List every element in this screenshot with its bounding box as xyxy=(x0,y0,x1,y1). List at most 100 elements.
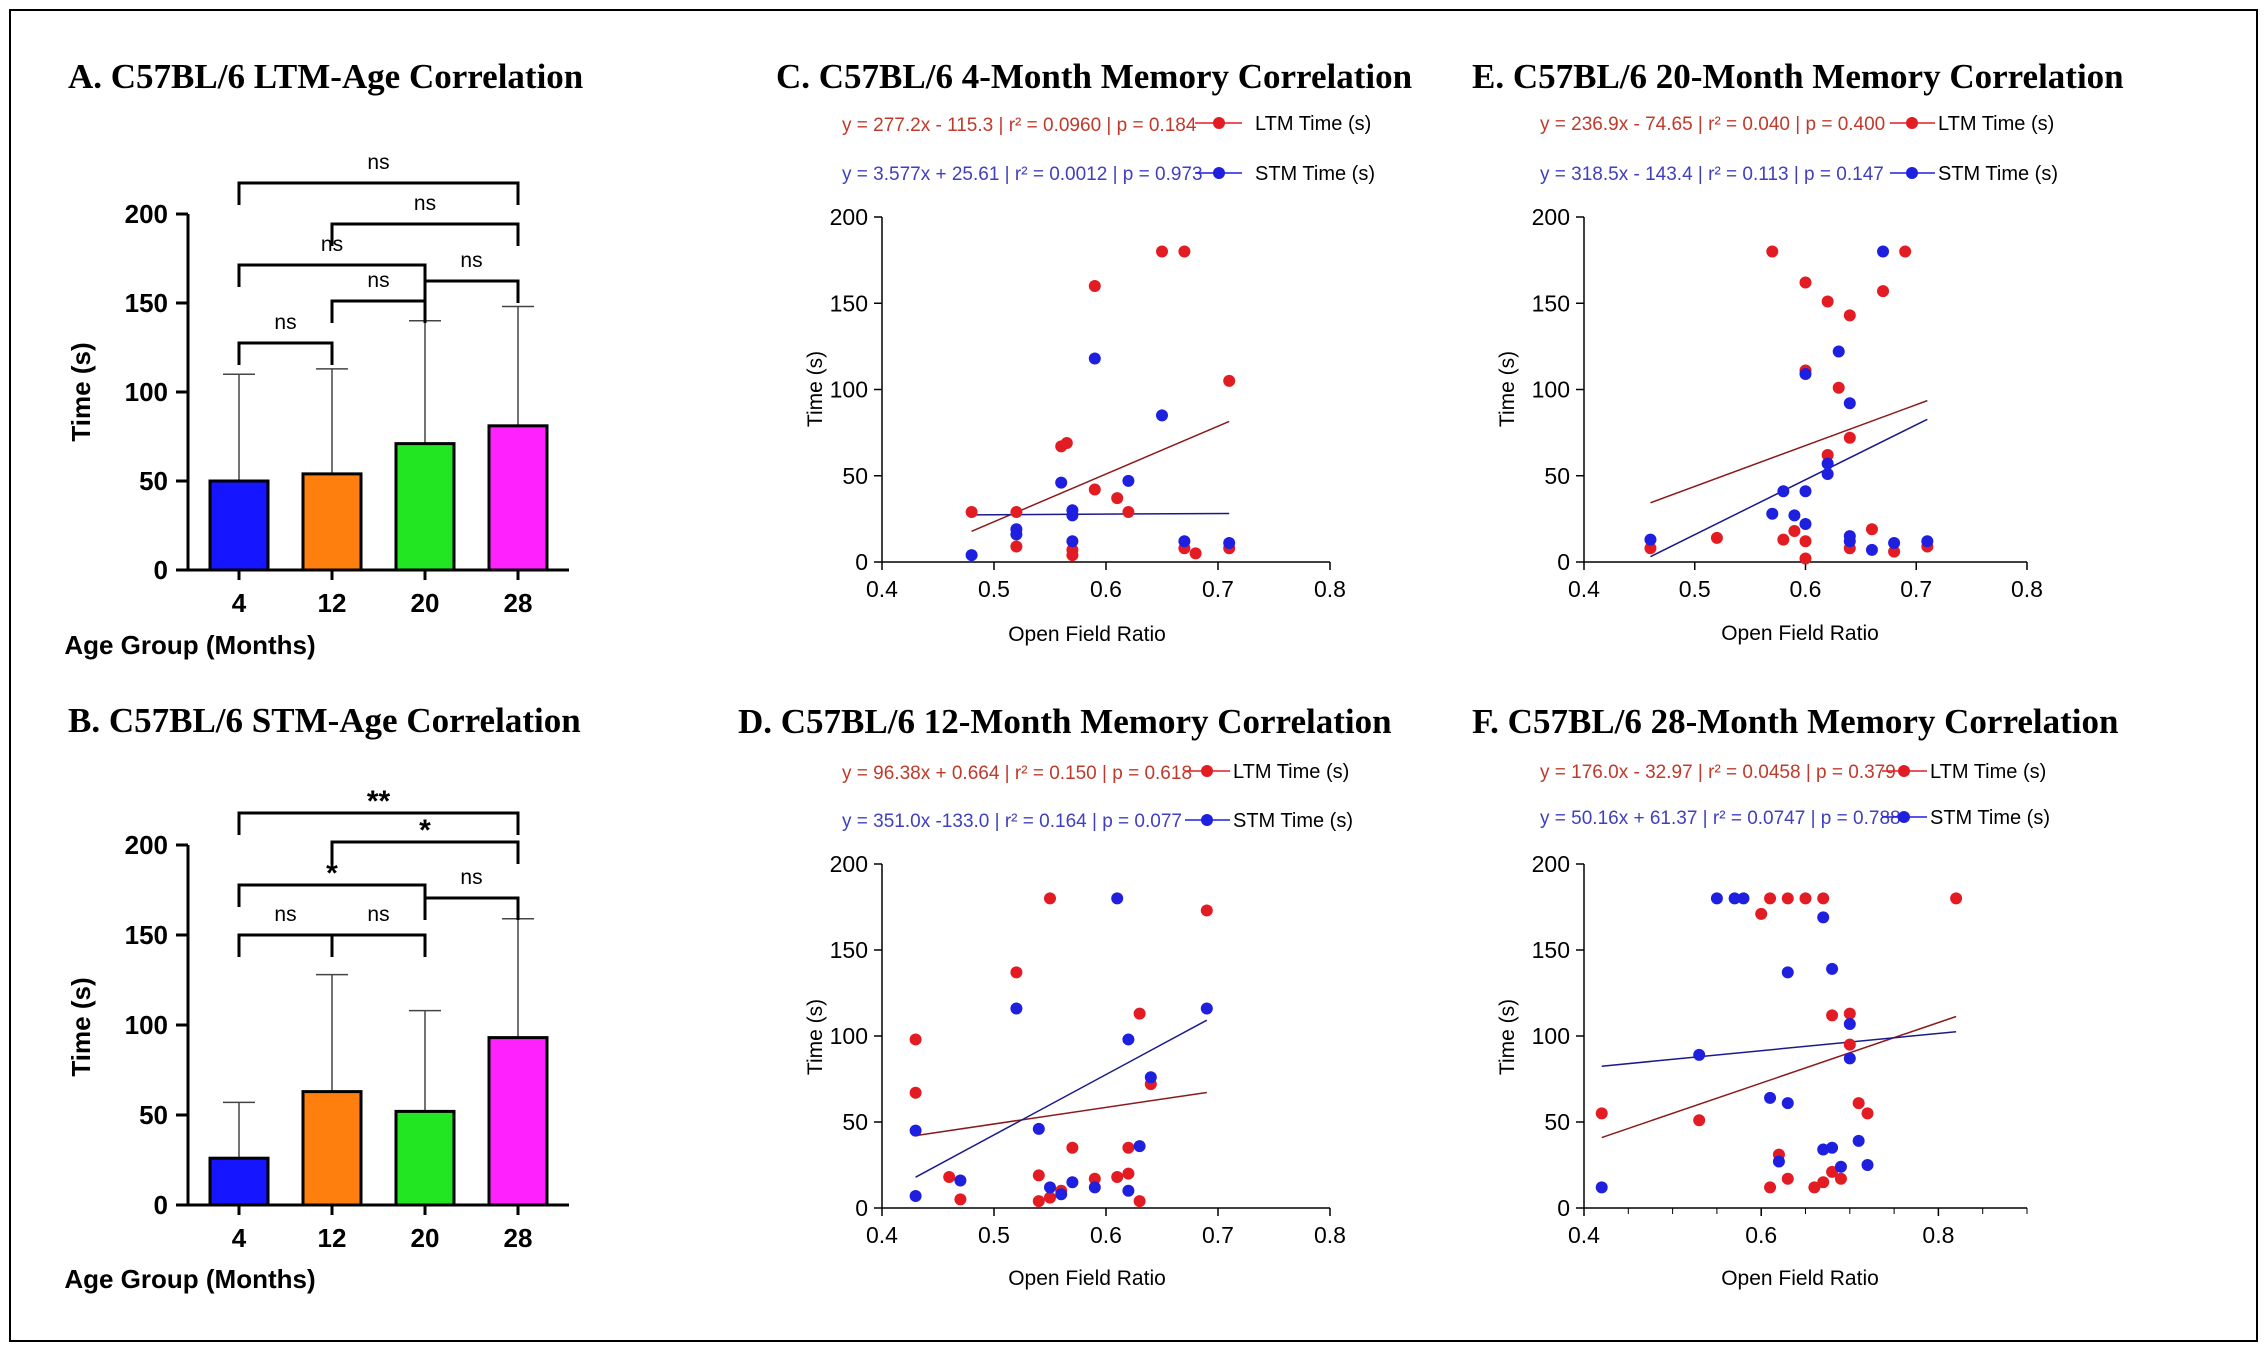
stm-point xyxy=(1144,1071,1157,1084)
stm-point xyxy=(1843,1017,1856,1030)
y-tick-label: 150 xyxy=(830,290,868,316)
ltm-point xyxy=(1843,1038,1856,1051)
bar-12 xyxy=(301,1090,363,1207)
y-axis-label: Time (s) xyxy=(1496,351,1519,427)
ltm-point xyxy=(1710,531,1723,544)
significance-label: * xyxy=(419,814,431,847)
significance-label: * xyxy=(326,857,338,890)
y-tick-label: 0 xyxy=(855,1195,868,1221)
x-tick-label: 4 xyxy=(232,1223,247,1253)
y-tick-label: 50 xyxy=(139,466,168,496)
stm-point xyxy=(1772,1155,1785,1168)
stm-point xyxy=(1122,1033,1135,1046)
stm-point xyxy=(1122,474,1135,487)
y-axis-label: Time (s) xyxy=(804,999,827,1075)
stm-point xyxy=(1737,892,1750,905)
ltm-point xyxy=(1088,1172,1101,1185)
y-tick-label: 0 xyxy=(1557,1195,1570,1221)
y-tick-label: 100 xyxy=(830,377,868,403)
y-tick-label: 0 xyxy=(154,1190,168,1220)
stm-point xyxy=(1777,485,1790,498)
stm-point xyxy=(1728,892,1741,905)
x-tick-label: 0.6 xyxy=(1745,1222,1777,1248)
legend-marker-stm xyxy=(1213,167,1225,179)
ltm-point xyxy=(1111,492,1124,505)
x-tick-label: 0.7 xyxy=(1202,1222,1234,1248)
ltm-point xyxy=(909,1086,922,1099)
ltm-point xyxy=(1122,1167,1135,1180)
ltm-fit-line xyxy=(1601,1015,1957,1139)
stm-point xyxy=(1223,537,1236,550)
stm-point xyxy=(1799,485,1812,498)
ltm-point xyxy=(1066,1141,1079,1154)
significance-bracket xyxy=(330,840,520,864)
ltm-point xyxy=(1821,449,1834,462)
x-tick-label: 28 xyxy=(504,588,533,618)
stm-point xyxy=(1865,543,1878,556)
y-tick-label: 200 xyxy=(830,204,868,230)
y-tick-label: 0 xyxy=(154,555,168,585)
y-tick-label: 200 xyxy=(125,199,168,229)
stm-point xyxy=(1817,911,1830,924)
y-tick-label: 50 xyxy=(842,1109,868,1135)
stm-point xyxy=(1595,1181,1608,1194)
significance-bracket xyxy=(237,883,427,907)
ltm-point xyxy=(1156,245,1168,258)
bar-28 xyxy=(487,1036,549,1207)
y-tick-label: 150 xyxy=(1532,290,1570,316)
panel-title: A. C57BL/6 LTM-Age Correlation xyxy=(68,57,583,96)
stm-fit-line xyxy=(915,1019,1208,1178)
x-tick-label: 0.4 xyxy=(866,1222,898,1248)
significance-label: ns xyxy=(274,311,296,334)
x-tick-label: 0.8 xyxy=(2011,576,2043,602)
x-axis-label: Open Field Ratio xyxy=(1721,1267,1879,1290)
ltm-point xyxy=(1865,523,1878,536)
legend-label-stm: STM Time (s) xyxy=(1233,810,1353,832)
x-axis-label: Age Group (Months) xyxy=(64,1264,315,1294)
stm-point xyxy=(909,1124,922,1137)
stm-point xyxy=(1821,457,1834,470)
legend-marker-ltm xyxy=(1213,117,1225,129)
legend-marker-ltm xyxy=(1898,765,1910,777)
stm-point xyxy=(1156,409,1168,422)
x-tick-label: 0.8 xyxy=(1922,1222,1954,1248)
significance-bracket xyxy=(237,181,520,205)
stm-point xyxy=(1921,535,1934,548)
ltm-point xyxy=(1888,545,1901,558)
ltm-point xyxy=(1010,540,1023,553)
ltm-point xyxy=(1764,1181,1777,1194)
stm-point xyxy=(1088,352,1101,365)
x-axis-label: Open Field Ratio xyxy=(1721,622,1879,645)
stm-point xyxy=(1766,507,1779,520)
stm-point xyxy=(1877,245,1890,258)
stm-point xyxy=(1799,367,1812,380)
ltm-point xyxy=(1799,276,1812,289)
ltm-point xyxy=(1133,1195,1146,1208)
y-tick-label: 200 xyxy=(1532,851,1570,877)
panel-title: D. C57BL/6 12-Month Memory Correlation xyxy=(738,702,1392,741)
bar-20 xyxy=(394,442,456,572)
stm-equation: y = 318.5x - 143.4 | r² = 0.113 | p = 0.… xyxy=(1540,164,1884,185)
x-tick-label: 28 xyxy=(504,1223,533,1253)
x-tick-label: 0.4 xyxy=(1568,1222,1600,1248)
panel-title: C. C57BL/6 4-Month Memory Correlation xyxy=(776,57,1412,96)
x-tick-label: 20 xyxy=(411,1223,440,1253)
ltm-point xyxy=(1808,1181,1821,1194)
stm-equation: y = 50.16x + 61.37 | r² = 0.0747 | p = 0… xyxy=(1540,808,1901,829)
y-tick-label: 50 xyxy=(139,1100,168,1130)
ltm-point xyxy=(1852,1097,1865,1110)
x-tick-label: 0.5 xyxy=(978,576,1010,602)
ltm-fit-line xyxy=(915,1091,1207,1137)
stm-point xyxy=(1843,397,1856,410)
stm-point xyxy=(1832,345,1845,358)
ltm-equation: y = 236.9x - 74.65 | r² = 0.040 | p = 0.… xyxy=(1540,114,1885,135)
ltm-point xyxy=(1032,1195,1045,1208)
significance-label: ns xyxy=(367,269,389,292)
stm-point xyxy=(1834,1160,1847,1173)
significance-bracket xyxy=(330,933,427,957)
stm-point xyxy=(1764,1091,1777,1104)
x-tick-label: 12 xyxy=(318,1223,347,1253)
ltm-point xyxy=(1861,1107,1874,1120)
ltm-point xyxy=(1693,1114,1706,1127)
stm-point xyxy=(1066,535,1079,548)
